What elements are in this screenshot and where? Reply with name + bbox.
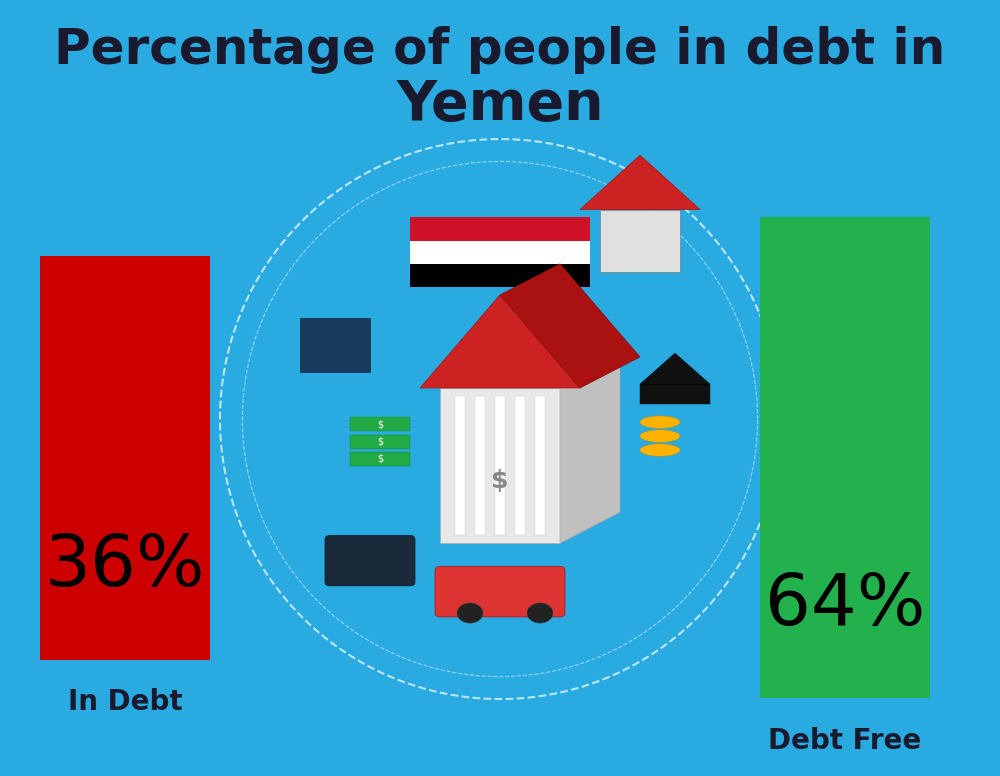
FancyBboxPatch shape [325,535,415,586]
Bar [475,396,485,535]
Circle shape [527,603,553,623]
Polygon shape [420,295,580,388]
Bar [760,217,930,698]
Text: 36%: 36% [45,532,205,601]
Bar [535,396,545,535]
Text: Percentage of people in debt in: Percentage of people in debt in [54,26,946,74]
Bar [640,384,710,404]
Bar [410,217,590,241]
Text: 64%: 64% [765,571,925,639]
Ellipse shape [640,416,680,428]
Polygon shape [560,357,620,543]
Polygon shape [600,210,680,272]
Bar [410,264,590,287]
Circle shape [457,603,483,623]
Bar [410,241,590,264]
Bar [350,452,410,466]
Polygon shape [440,388,560,543]
FancyBboxPatch shape [435,566,565,617]
Polygon shape [500,264,640,388]
Text: $: $ [377,454,383,463]
Bar [40,256,210,660]
Bar [350,435,410,449]
Ellipse shape [640,430,680,442]
Text: $: $ [377,420,383,429]
Bar [300,318,370,372]
Polygon shape [640,353,710,384]
Ellipse shape [640,444,680,456]
Text: Debt Free: Debt Free [768,727,922,755]
Bar [495,396,505,535]
Text: In Debt: In Debt [68,688,182,716]
Bar [350,417,410,431]
Polygon shape [580,155,700,210]
Bar [455,396,465,535]
Text: $: $ [491,469,509,493]
Bar [515,396,525,535]
Text: $: $ [377,437,383,446]
Text: Yemen: Yemen [396,78,604,132]
